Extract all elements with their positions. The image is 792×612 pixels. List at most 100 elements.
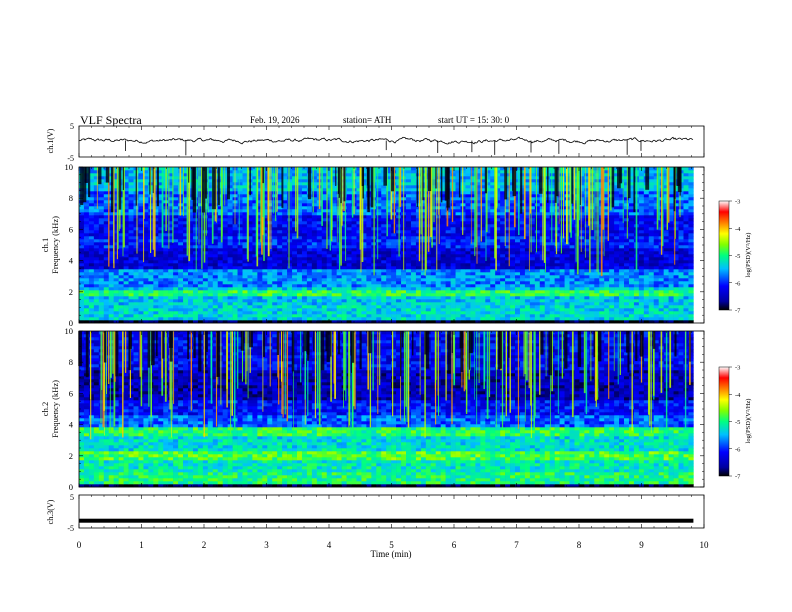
spectrogram-cell [118, 251, 124, 255]
spectrogram-cell [544, 290, 550, 294]
spectrogram-cell [410, 251, 417, 255]
spectrogram-cell [242, 284, 248, 288]
spectrogram-cell [415, 287, 422, 291]
spectrogram-cell [183, 260, 189, 264]
spectrogram-cell [247, 236, 253, 240]
spectrogram-cell [306, 236, 313, 240]
spectrogram-cell [232, 320, 238, 324]
spectrogram-cell [192, 227, 199, 231]
spectrogram-cell [564, 320, 570, 324]
spectrogram-cell [356, 284, 362, 288]
spectrogram-cell [371, 281, 377, 285]
spectrogram-cell [381, 254, 387, 258]
spectrogram-cell [519, 233, 526, 237]
spectrogram-cell [425, 263, 432, 267]
spectrogram-cell [197, 284, 204, 288]
spectrogram-cell [485, 266, 491, 270]
spectrogram-cell [237, 221, 243, 225]
spectrogram-cell [301, 311, 308, 315]
spectrogram-cell [336, 281, 342, 285]
spectrogram-cell [609, 209, 615, 213]
spectrogram-cell [683, 245, 689, 249]
spectrogram-cell [103, 236, 110, 240]
spectrogram-cell [420, 269, 427, 273]
spectrogram-cell [450, 302, 456, 306]
spectrogram-cell [153, 236, 159, 240]
spectrogram-cell [604, 299, 610, 303]
spectrogram-cell [435, 218, 441, 222]
spectrogram-cell [410, 236, 417, 240]
spectrogram-cell [559, 269, 565, 273]
spectrogram-cell [480, 251, 486, 255]
spectrogram-cell [415, 296, 422, 300]
spectrogram-cell [188, 245, 194, 249]
spectrogram-cell [569, 296, 575, 300]
spectrogram-cell [366, 221, 372, 225]
spectrogram-cell [480, 215, 486, 219]
spectrogram-cell [188, 236, 194, 240]
spectrogram-cell [410, 254, 417, 258]
spectrogram-cell [272, 299, 278, 303]
spectrogram-cell [604, 236, 610, 240]
spectrogram-cell [628, 284, 635, 288]
spectrogram-cell [396, 314, 402, 318]
spectrogram-cell [257, 308, 263, 312]
spectrogram-cell [475, 239, 481, 243]
spectrogram-cell [663, 275, 669, 279]
spectrogram-cell [406, 299, 412, 303]
spectrogram-cell [386, 206, 392, 210]
spectrogram-cell [202, 218, 209, 222]
spectrogram-cell [465, 239, 471, 243]
spectrogram-cell [420, 221, 427, 225]
spectrogram-cell [386, 287, 392, 291]
spectrogram-cell [301, 248, 308, 252]
spectrogram-cell [440, 248, 446, 252]
spectrogram-cell [396, 266, 402, 270]
spectrogram-cell [366, 239, 372, 243]
spectrogram-cell [306, 203, 313, 207]
spectrogram-cell [267, 302, 273, 306]
spectrogram-cell [604, 212, 610, 216]
spectrogram-cell [579, 227, 585, 231]
spectrogram-cell [306, 260, 313, 264]
spectrogram-cell [574, 287, 580, 291]
spectrogram-cell [178, 269, 184, 273]
spectrogram-cell [247, 209, 253, 213]
spectrogram-cell [188, 296, 194, 300]
spectrogram-cell [133, 215, 139, 219]
spectrogram-cell [356, 269, 362, 273]
spectrogram-cell [153, 272, 159, 276]
spectrogram-cell [505, 224, 511, 228]
spectrogram-cell [207, 224, 214, 228]
spectrogram-cell [331, 236, 337, 240]
spectrogram-cell [197, 212, 204, 216]
spectrogram-cell [306, 311, 313, 315]
spectrogram-cell [306, 275, 313, 279]
spectrogram-cell [643, 281, 650, 285]
spectrogram-cell [396, 311, 402, 315]
spectrogram-cell [153, 284, 159, 288]
spectrogram-cell [668, 320, 674, 324]
spectrogram-cell [480, 275, 486, 279]
spectrogram-cell [490, 311, 496, 315]
spectrogram-cell [614, 281, 620, 285]
spectrogram-cell [232, 290, 238, 294]
spectrogram-cell [624, 287, 630, 291]
spectrogram-cell [376, 236, 382, 240]
spectrogram-cell [138, 287, 144, 291]
spectrogram-cell [128, 281, 134, 285]
spectrogram-cell [589, 302, 595, 306]
spectrogram-cell [465, 203, 471, 207]
spectrogram-cell [415, 284, 422, 288]
spectrogram-cell [306, 224, 313, 228]
spectrogram-cell [98, 230, 105, 234]
spectrogram-cell [376, 230, 382, 234]
spectrogram-cell [470, 290, 476, 294]
spectrogram-cell [594, 281, 600, 285]
spectrogram-cell [222, 230, 228, 234]
spectrogram-cell [624, 266, 630, 270]
spectrogram-cell [212, 239, 219, 243]
spectrogram-cell [564, 314, 570, 318]
spectrogram-cell [460, 314, 466, 318]
spectrogram-cell [683, 215, 689, 219]
